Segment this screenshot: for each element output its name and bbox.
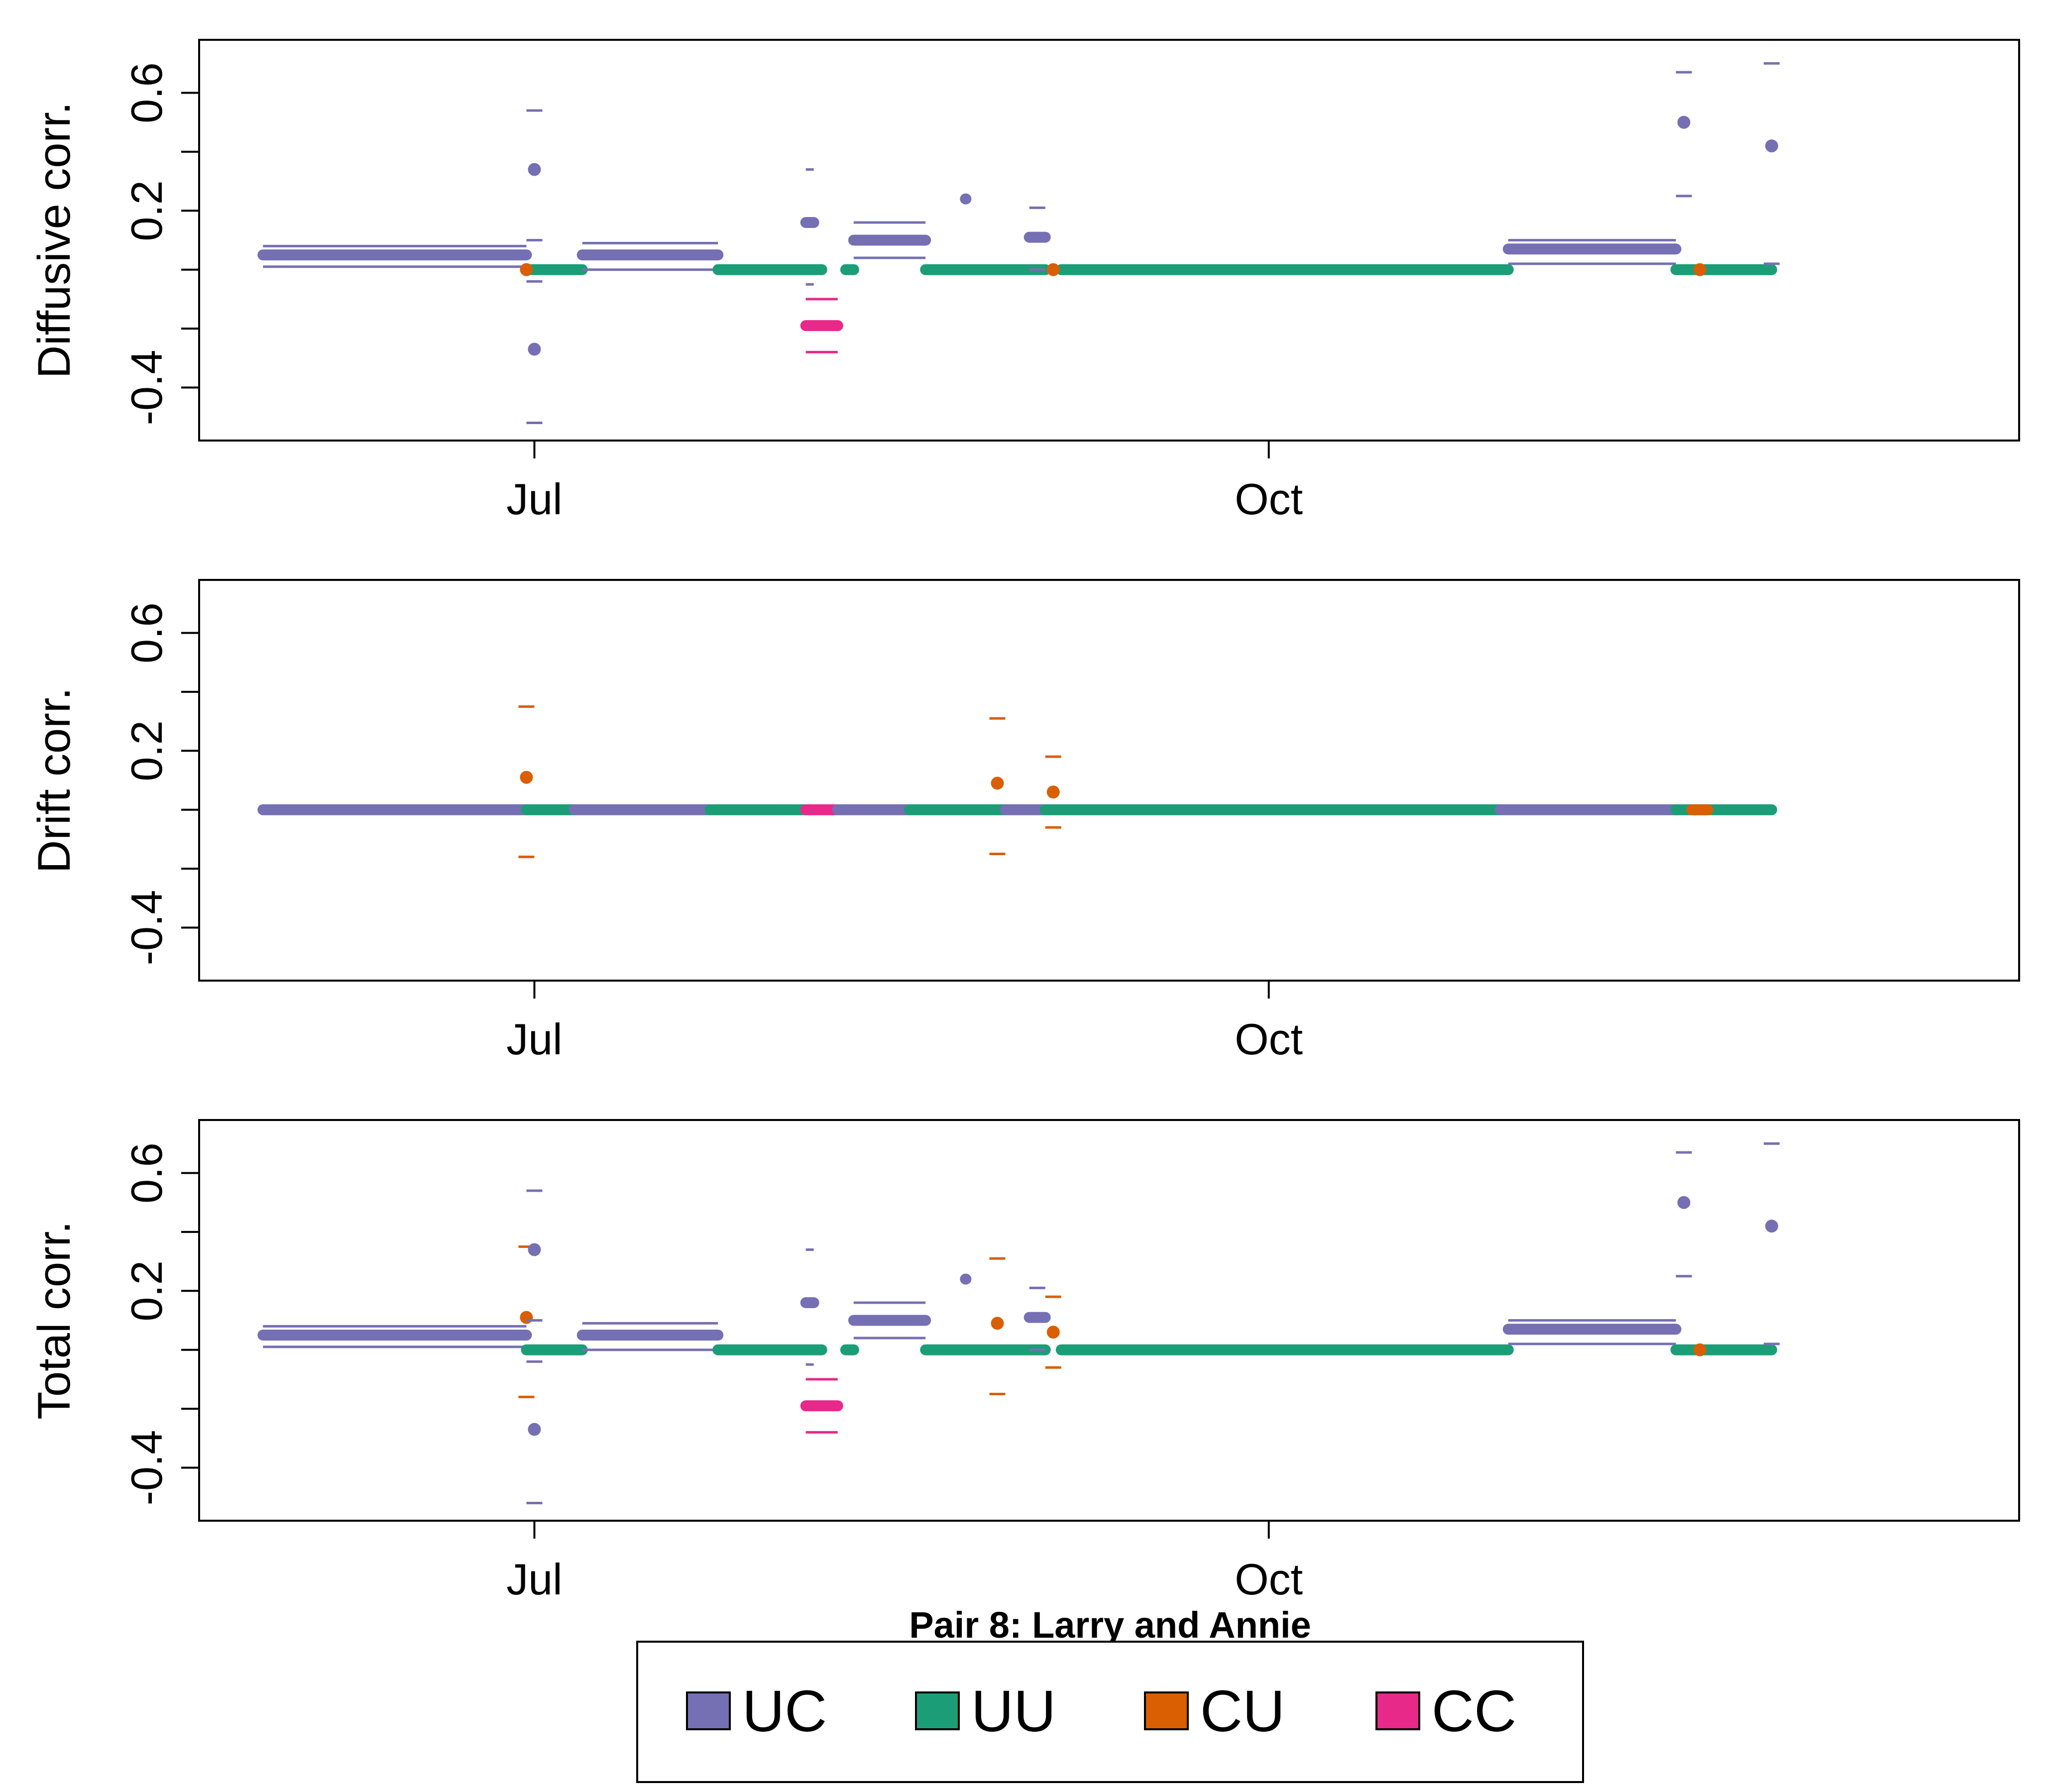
x-tick-label: Oct <box>1235 1555 1303 1604</box>
y-tick-label: 0.6 <box>122 1142 171 1203</box>
data-point-cu <box>1046 785 1060 799</box>
data-point-cu <box>1046 263 1060 276</box>
legend-label-cc: CC <box>1432 1679 1516 1744</box>
data-point-cu <box>520 1311 533 1324</box>
legend-swatch-uc <box>686 1691 731 1730</box>
data-point-uc <box>1677 1196 1691 1209</box>
panel-3: -0.4 0.2 0.6 Total corr. Jul Oct <box>29 1119 2020 1604</box>
plot-frame <box>198 39 2020 442</box>
legend: UC UU CU CC <box>636 1641 1584 1783</box>
data-point-uc <box>528 342 541 356</box>
legend-label-uu: UU <box>971 1679 1056 1744</box>
plot-frame <box>198 579 2020 982</box>
plot-frame <box>198 1119 2020 1522</box>
x-tick-label: Jul <box>506 1555 563 1604</box>
y-tick-label: 0.2 <box>122 180 171 241</box>
data-point-cu <box>1693 1343 1707 1356</box>
legend-label-uc: UC <box>742 1679 827 1744</box>
data-marks <box>257 62 1780 424</box>
data-point-uc <box>1765 139 1778 153</box>
data-point-uc <box>528 163 541 176</box>
y-tick-label: -0.4 <box>122 350 171 426</box>
y-axis-title: Drift corr. <box>29 687 80 873</box>
data-point-cu <box>1046 1326 1060 1339</box>
panel-1: -0.4 0.2 0.6 Diffusive corr. Jul Oct <box>29 39 2020 524</box>
panel-2: -0.4 0.2 0.6 Drift corr. Jul Oct <box>29 579 2020 1064</box>
figure-caption: Pair 8: Larry and Annie <box>909 1604 1311 1646</box>
y-tick-label: 0.6 <box>122 62 171 123</box>
data-point-cu <box>1693 263 1707 276</box>
y-tick-label: -0.4 <box>122 890 171 966</box>
data-point-cu <box>991 777 1004 790</box>
legend-swatch-cu <box>1144 1691 1189 1730</box>
x-tick-label: Oct <box>1235 474 1303 524</box>
data-point-uc <box>1677 115 1691 129</box>
legend-label-cu: CU <box>1200 1679 1285 1744</box>
x-tick-label: Jul <box>506 474 563 524</box>
y-tick-label: 0.6 <box>122 602 171 663</box>
x-tick-label: Oct <box>1235 1014 1303 1064</box>
panels: -0.4 0.2 0.6 Diffusive corr. Jul Oct -0.4 0.2 0.… <box>29 39 2020 1604</box>
y-tick-label: 0.2 <box>122 1260 171 1321</box>
legend-box <box>636 1641 1584 1783</box>
data-point-uc <box>528 1243 541 1256</box>
data-point-cu <box>991 1317 1004 1330</box>
legend-swatch-uu <box>915 1691 960 1730</box>
y-tick-label: -0.4 <box>122 1430 171 1506</box>
y-axis-title: Diffusive corr. <box>29 102 80 379</box>
data-point-uc <box>528 1423 541 1436</box>
x-tick-label: Jul <box>506 1014 563 1064</box>
data-point-cu <box>520 263 533 276</box>
data-marks <box>257 705 1777 858</box>
data-point-cu <box>520 771 533 784</box>
data-point-uc <box>1765 1220 1778 1233</box>
data-marks <box>257 1142 1780 1504</box>
legend-swatch-cc <box>1375 1691 1420 1730</box>
y-axis-title: Total corr. <box>29 1221 80 1420</box>
y-tick-label: 0.2 <box>122 720 171 781</box>
